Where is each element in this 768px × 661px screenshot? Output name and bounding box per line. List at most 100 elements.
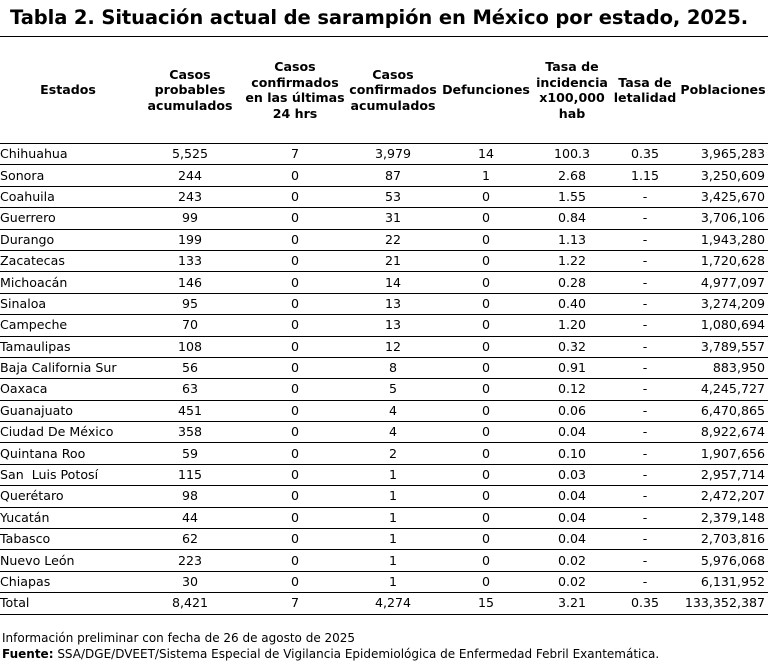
cell-tasa-letalidad: - (612, 336, 678, 358)
cell-tasa-letalidad: - (612, 207, 678, 230)
cell-confirmados-acumulados: 1 (346, 464, 440, 487)
cell-casos-probables: 56 (136, 357, 244, 380)
cell-defunciones: 0 (440, 378, 532, 401)
cell-defunciones: 1 (440, 164, 532, 187)
cell-tasa-letalidad: - (612, 421, 678, 444)
cell-poblacion: 3,250,609 (678, 164, 768, 187)
cell-estado: Total (0, 592, 136, 615)
cell-defunciones: 0 (440, 528, 532, 551)
cell-tasa-letalidad: - (612, 250, 678, 273)
cell-casos-probables: 5,525 (136, 142, 244, 166)
cell-confirmados-24h: 0 (244, 229, 346, 251)
cell-confirmados-acumulados: 2 (346, 442, 440, 465)
cell-confirmados-24h: 0 (244, 336, 346, 358)
cell-poblacion: 1,080,694 (678, 314, 768, 337)
cell-tasa-incidencia: 0.02 (532, 571, 612, 594)
cell-tasa-incidencia: 0.32 (532, 336, 612, 358)
cell-poblacion: 3,274,209 (678, 293, 768, 316)
cell-tasa-incidencia: 0.84 (532, 207, 612, 230)
cell-tasa-incidencia: 1.13 (532, 229, 612, 251)
table-row: San Luis Potosí 115 0 1 0 0.03-2,957,714 (0, 464, 768, 487)
cell-casos-probables: 223 (136, 549, 244, 572)
table-row: Sinaloa 95 0 13 0 0.40-3,274,209 (0, 293, 768, 316)
cell-defunciones: 0 (440, 571, 532, 594)
cell-tasa-incidencia: 0.10 (532, 442, 612, 465)
cell-defunciones: 0 (440, 442, 532, 465)
cell-poblacion: 1,943,280 (678, 229, 768, 251)
cell-confirmados-acumulados: 14 (346, 271, 440, 294)
cell-casos-probables: 30 (136, 571, 244, 594)
cell-estado: Guerrero (0, 207, 136, 230)
table-row: Chihuahua 5,525 7 3,979 14 100.3 0.35 3,965,283 (0, 142, 768, 166)
cell-poblacion: 4,977,097 (678, 271, 768, 294)
cell-poblacion: 8,922,674 (678, 421, 768, 444)
cell-confirmados-24h: 0 (244, 549, 346, 572)
cell-confirmados-acumulados: 1 (346, 549, 440, 572)
cell-confirmados-24h: 0 (244, 164, 346, 187)
cell-poblacion: 3,425,670 (678, 186, 768, 209)
cell-confirmados-24h: 0 (244, 485, 346, 508)
cell-casos-probables: 99 (136, 207, 244, 230)
table-row: Tabasco 62 0 1 0 0.04-2,703,816 (0, 528, 768, 551)
cell-confirmados-acumulados: 1 (346, 571, 440, 594)
cell-defunciones: 0 (440, 357, 532, 380)
total-row: Total 8,421 7 4,274 15 3.21 0.35 133,352,387 (0, 592, 768, 615)
cell-tasa-letalidad: 1.15 (612, 164, 678, 187)
cell-tasa-letalidad: - (612, 549, 678, 572)
header-row: Estados Casos probables acumulados Casos… (0, 36, 768, 144)
cell-casos-probables: 98 (136, 485, 244, 508)
cell-casos-probables: 8,421 (136, 592, 244, 615)
cell-poblacion: 2,472,207 (678, 485, 768, 508)
cell-estado: Sonora (0, 164, 136, 187)
cell-casos-probables: 62 (136, 528, 244, 551)
cell-estado: Chihuahua (0, 142, 136, 166)
cell-tasa-incidencia: 1.22 (532, 250, 612, 273)
cell-tasa-incidencia: 1.55 (532, 186, 612, 209)
cell-casos-probables: 63 (136, 378, 244, 401)
header-confirmados-acumulados: Casos confirmados acumulados (346, 36, 440, 144)
cell-tasa-incidencia: 0.04 (532, 421, 612, 444)
cell-defunciones: 14 (440, 142, 532, 166)
cell-poblacion: 883,950 (678, 357, 768, 380)
cell-defunciones: 0 (440, 400, 532, 423)
source-note: Fuente: SSA/DGE/DVEET/Sistema Especial d… (2, 647, 659, 661)
table-row: Coahuila 243 0 53 0 1.55-3,425,670 (0, 186, 768, 209)
cell-casos-probables: 451 (136, 400, 244, 423)
cell-tasa-letalidad: - (612, 528, 678, 551)
cell-defunciones: 0 (440, 186, 532, 209)
cell-tasa-incidencia: 3.21 (532, 592, 612, 615)
table-body: Chihuahua 5,525 7 3,979 14 100.3 0.35 3,965,283… (0, 142, 768, 615)
cell-defunciones: 0 (440, 314, 532, 337)
cell-tasa-incidencia: 0.40 (532, 293, 612, 316)
cell-poblacion: 3,965,283 (678, 142, 768, 166)
header-tasa-incidencia: Tasa de incidencia x100,000 hab (532, 36, 612, 144)
source-label: Fuente: (2, 647, 54, 661)
cell-tasa-letalidad: - (612, 464, 678, 487)
table-row: Campeche 70 0 13 0 1.20-1,080,694 (0, 314, 768, 337)
cell-poblacion: 6,131,952 (678, 571, 768, 594)
cell-estado: Campeche (0, 314, 136, 337)
cell-casos-probables: 95 (136, 293, 244, 316)
cell-confirmados-24h: 0 (244, 293, 346, 316)
cell-tasa-incidencia: 0.04 (532, 507, 612, 530)
cell-tasa-letalidad: - (612, 293, 678, 316)
cell-tasa-incidencia: 2.68 (532, 164, 612, 187)
cell-poblacion: 2,957,714 (678, 464, 768, 487)
cell-defunciones: 0 (440, 336, 532, 358)
cell-poblacion: 5,976,068 (678, 549, 768, 572)
cell-casos-probables: 115 (136, 464, 244, 487)
cell-tasa-incidencia: 100.3 (532, 142, 612, 166)
cell-estado: Coahuila (0, 186, 136, 209)
cell-poblacion: 2,379,148 (678, 507, 768, 530)
cell-casos-probables: 243 (136, 186, 244, 209)
cell-confirmados-24h: 0 (244, 507, 346, 530)
cell-confirmados-acumulados: 22 (346, 229, 440, 251)
cell-confirmados-24h: 0 (244, 400, 346, 423)
cell-confirmados-24h: 0 (244, 378, 346, 401)
table-row: Baja California Sur 56 0 8 0 0.91-883,950 (0, 357, 768, 380)
table-row: Zacatecas 133 0 21 0 1.22-1,720,628 (0, 250, 768, 273)
cell-estado: Quintana Roo (0, 442, 136, 465)
cell-confirmados-acumulados: 13 (346, 293, 440, 316)
cell-poblacion: 6,470,865 (678, 400, 768, 423)
cell-tasa-letalidad: - (612, 357, 678, 380)
